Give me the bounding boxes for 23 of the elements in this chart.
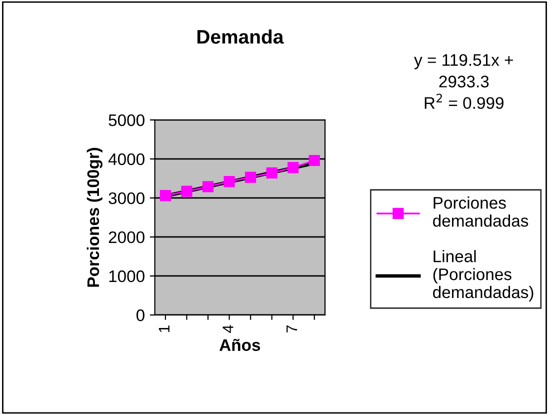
point	[181, 186, 192, 197]
point	[202, 181, 214, 192]
point	[244, 172, 256, 183]
y-tick-label: 2000	[108, 231, 144, 244]
y-tick-label: 0	[136, 309, 144, 322]
y-tick-label: 1000	[109, 270, 144, 282]
legend-label: Lineal (Porciones demandadas)	[433, 250, 534, 302]
y-tick-label: 5000	[108, 114, 144, 126]
point	[266, 167, 278, 179]
y-axis-title: Porciones (100gr)	[86, 148, 102, 287]
x-tick-label: 1	[158, 325, 170, 332]
chart-title: Demanda	[197, 29, 284, 44]
point	[288, 162, 299, 174]
point	[224, 176, 235, 188]
x-tick-label: 4	[222, 325, 234, 333]
point	[308, 154, 320, 166]
x-tick-label: 7	[286, 325, 298, 332]
legend-label: Porciones demandadas	[433, 196, 528, 227]
y-tick-label: 4000	[108, 153, 144, 166]
x-axis-title: Años	[219, 338, 260, 351]
y-tick-label: 3000	[108, 192, 144, 204]
text: y = 119.51x + 2933.3 R$^{2}$ = 0.999	[414, 54, 513, 109]
point	[160, 190, 172, 202]
